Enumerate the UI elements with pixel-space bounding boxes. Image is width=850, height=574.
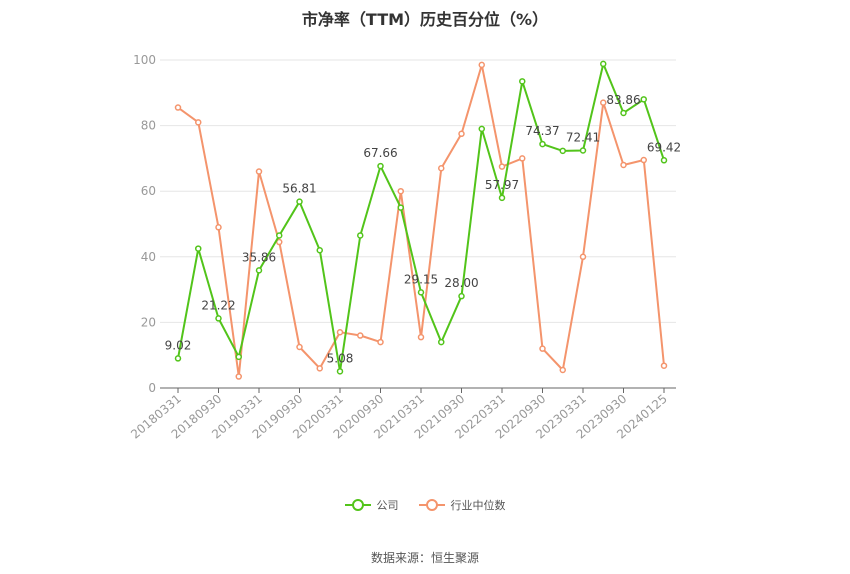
- legend-item-industry[interactable]: 行业中位数: [418, 497, 506, 513]
- point-company: [296, 198, 303, 205]
- point-company: [600, 60, 607, 68]
- point-industry: [336, 328, 344, 336]
- data-label: 57.97: [485, 178, 519, 192]
- data-label: 56.81: [282, 182, 316, 196]
- point-company: [620, 109, 627, 117]
- point-industry: [215, 224, 222, 231]
- point-company: [498, 194, 506, 202]
- series-line-company: [177, 62, 665, 373]
- point-industry: [174, 104, 182, 111]
- point-company: [417, 289, 425, 296]
- point-company: [660, 157, 668, 164]
- legend-swatch-industry: [418, 498, 445, 512]
- data-label: 35.86: [242, 250, 276, 264]
- point-industry: [519, 155, 526, 162]
- point-industry: [417, 333, 425, 341]
- point-company: [255, 267, 263, 274]
- point-company: [235, 353, 242, 361]
- y-tick-label: 40: [141, 250, 156, 264]
- point-company: [377, 162, 384, 170]
- data-label: 69.42: [647, 140, 681, 154]
- y-tick-label: 0: [148, 381, 156, 395]
- line-chart: 0204060801002018033120180930201903312019…: [128, 53, 681, 442]
- data-label: 83.86: [606, 93, 640, 107]
- point-industry: [397, 187, 404, 195]
- legend-label-industry: 行业中位数: [450, 499, 506, 512]
- data-label: 9.02: [165, 338, 192, 352]
- point-company: [579, 147, 587, 154]
- point-industry: [660, 362, 668, 369]
- data-source: 数据来源：恒生聚源: [370, 551, 479, 565]
- data-label: 21.22: [201, 298, 235, 312]
- point-company: [640, 96, 647, 103]
- point-industry: [357, 332, 364, 339]
- point-industry: [316, 365, 323, 372]
- point-industry: [579, 253, 587, 261]
- point-industry: [559, 366, 566, 374]
- y-tick-label: 20: [141, 315, 156, 329]
- point-company: [215, 315, 222, 322]
- legend: 公司 行业中位数: [0, 497, 850, 513]
- chart-title: 市净率（TTM）历史百分位（%）: [301, 10, 549, 29]
- point-company: [458, 292, 465, 300]
- point-company: [438, 338, 445, 346]
- data-label: 28.00: [444, 276, 478, 290]
- point-company: [357, 232, 364, 239]
- point-industry: [640, 156, 647, 164]
- point-industry: [458, 130, 465, 138]
- y-tick-label: 80: [141, 119, 156, 133]
- data-label: 72.41: [566, 130, 600, 144]
- point-industry: [276, 238, 283, 246]
- y-tick-label: 60: [141, 184, 156, 198]
- legend-item-company[interactable]: 公司: [344, 497, 399, 513]
- data-label: 5.08: [327, 351, 354, 365]
- point-company: [559, 147, 566, 155]
- point-industry: [377, 338, 384, 346]
- point-industry: [296, 343, 303, 351]
- point-industry: [478, 61, 485, 69]
- data-label: 67.66: [363, 146, 397, 160]
- point-industry: [195, 119, 202, 126]
- point-company: [316, 246, 323, 254]
- data-label: 74.37: [525, 124, 559, 138]
- point-company: [397, 204, 404, 211]
- point-company: [195, 245, 202, 252]
- legend-swatch-company: [344, 498, 371, 512]
- point-industry: [255, 168, 263, 175]
- point-industry: [539, 345, 546, 352]
- legend-label-company: 公司: [376, 499, 399, 512]
- point-company: [478, 125, 485, 133]
- data-label: 29.15: [404, 272, 438, 286]
- point-industry: [620, 161, 627, 169]
- y-tick-label: 100: [133, 53, 156, 67]
- point-company: [336, 368, 344, 375]
- point-company: [174, 355, 182, 362]
- point-company: [519, 78, 526, 85]
- point-industry: [600, 99, 607, 106]
- point-industry: [498, 163, 506, 170]
- point-industry: [438, 164, 445, 172]
- point-company: [539, 140, 546, 148]
- point-industry: [235, 373, 242, 380]
- point-company: [276, 232, 283, 239]
